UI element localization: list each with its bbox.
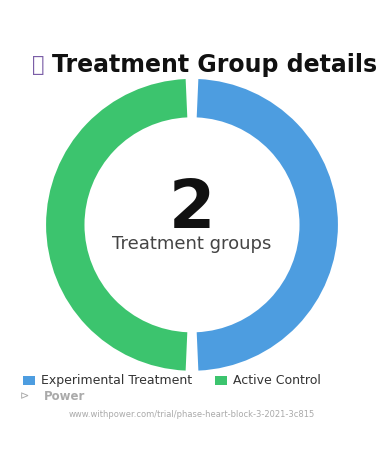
- Text: 👥: 👥: [32, 55, 45, 75]
- Text: Experimental Treatment: Experimental Treatment: [41, 374, 192, 387]
- FancyBboxPatch shape: [23, 376, 35, 385]
- Text: Active Control: Active Control: [233, 374, 321, 387]
- Text: Treatment Group details: Treatment Group details: [53, 53, 377, 78]
- Text: Treatment groups: Treatment groups: [112, 235, 272, 253]
- Wedge shape: [46, 79, 187, 371]
- Wedge shape: [197, 79, 338, 371]
- Text: Power: Power: [44, 390, 86, 403]
- Text: 2: 2: [169, 176, 215, 242]
- Text: ⊳: ⊳: [20, 392, 30, 401]
- FancyBboxPatch shape: [215, 376, 227, 385]
- Text: www.withpower.com/trial/phase-heart-block-3-2021-3c815: www.withpower.com/trial/phase-heart-bloc…: [69, 411, 315, 419]
